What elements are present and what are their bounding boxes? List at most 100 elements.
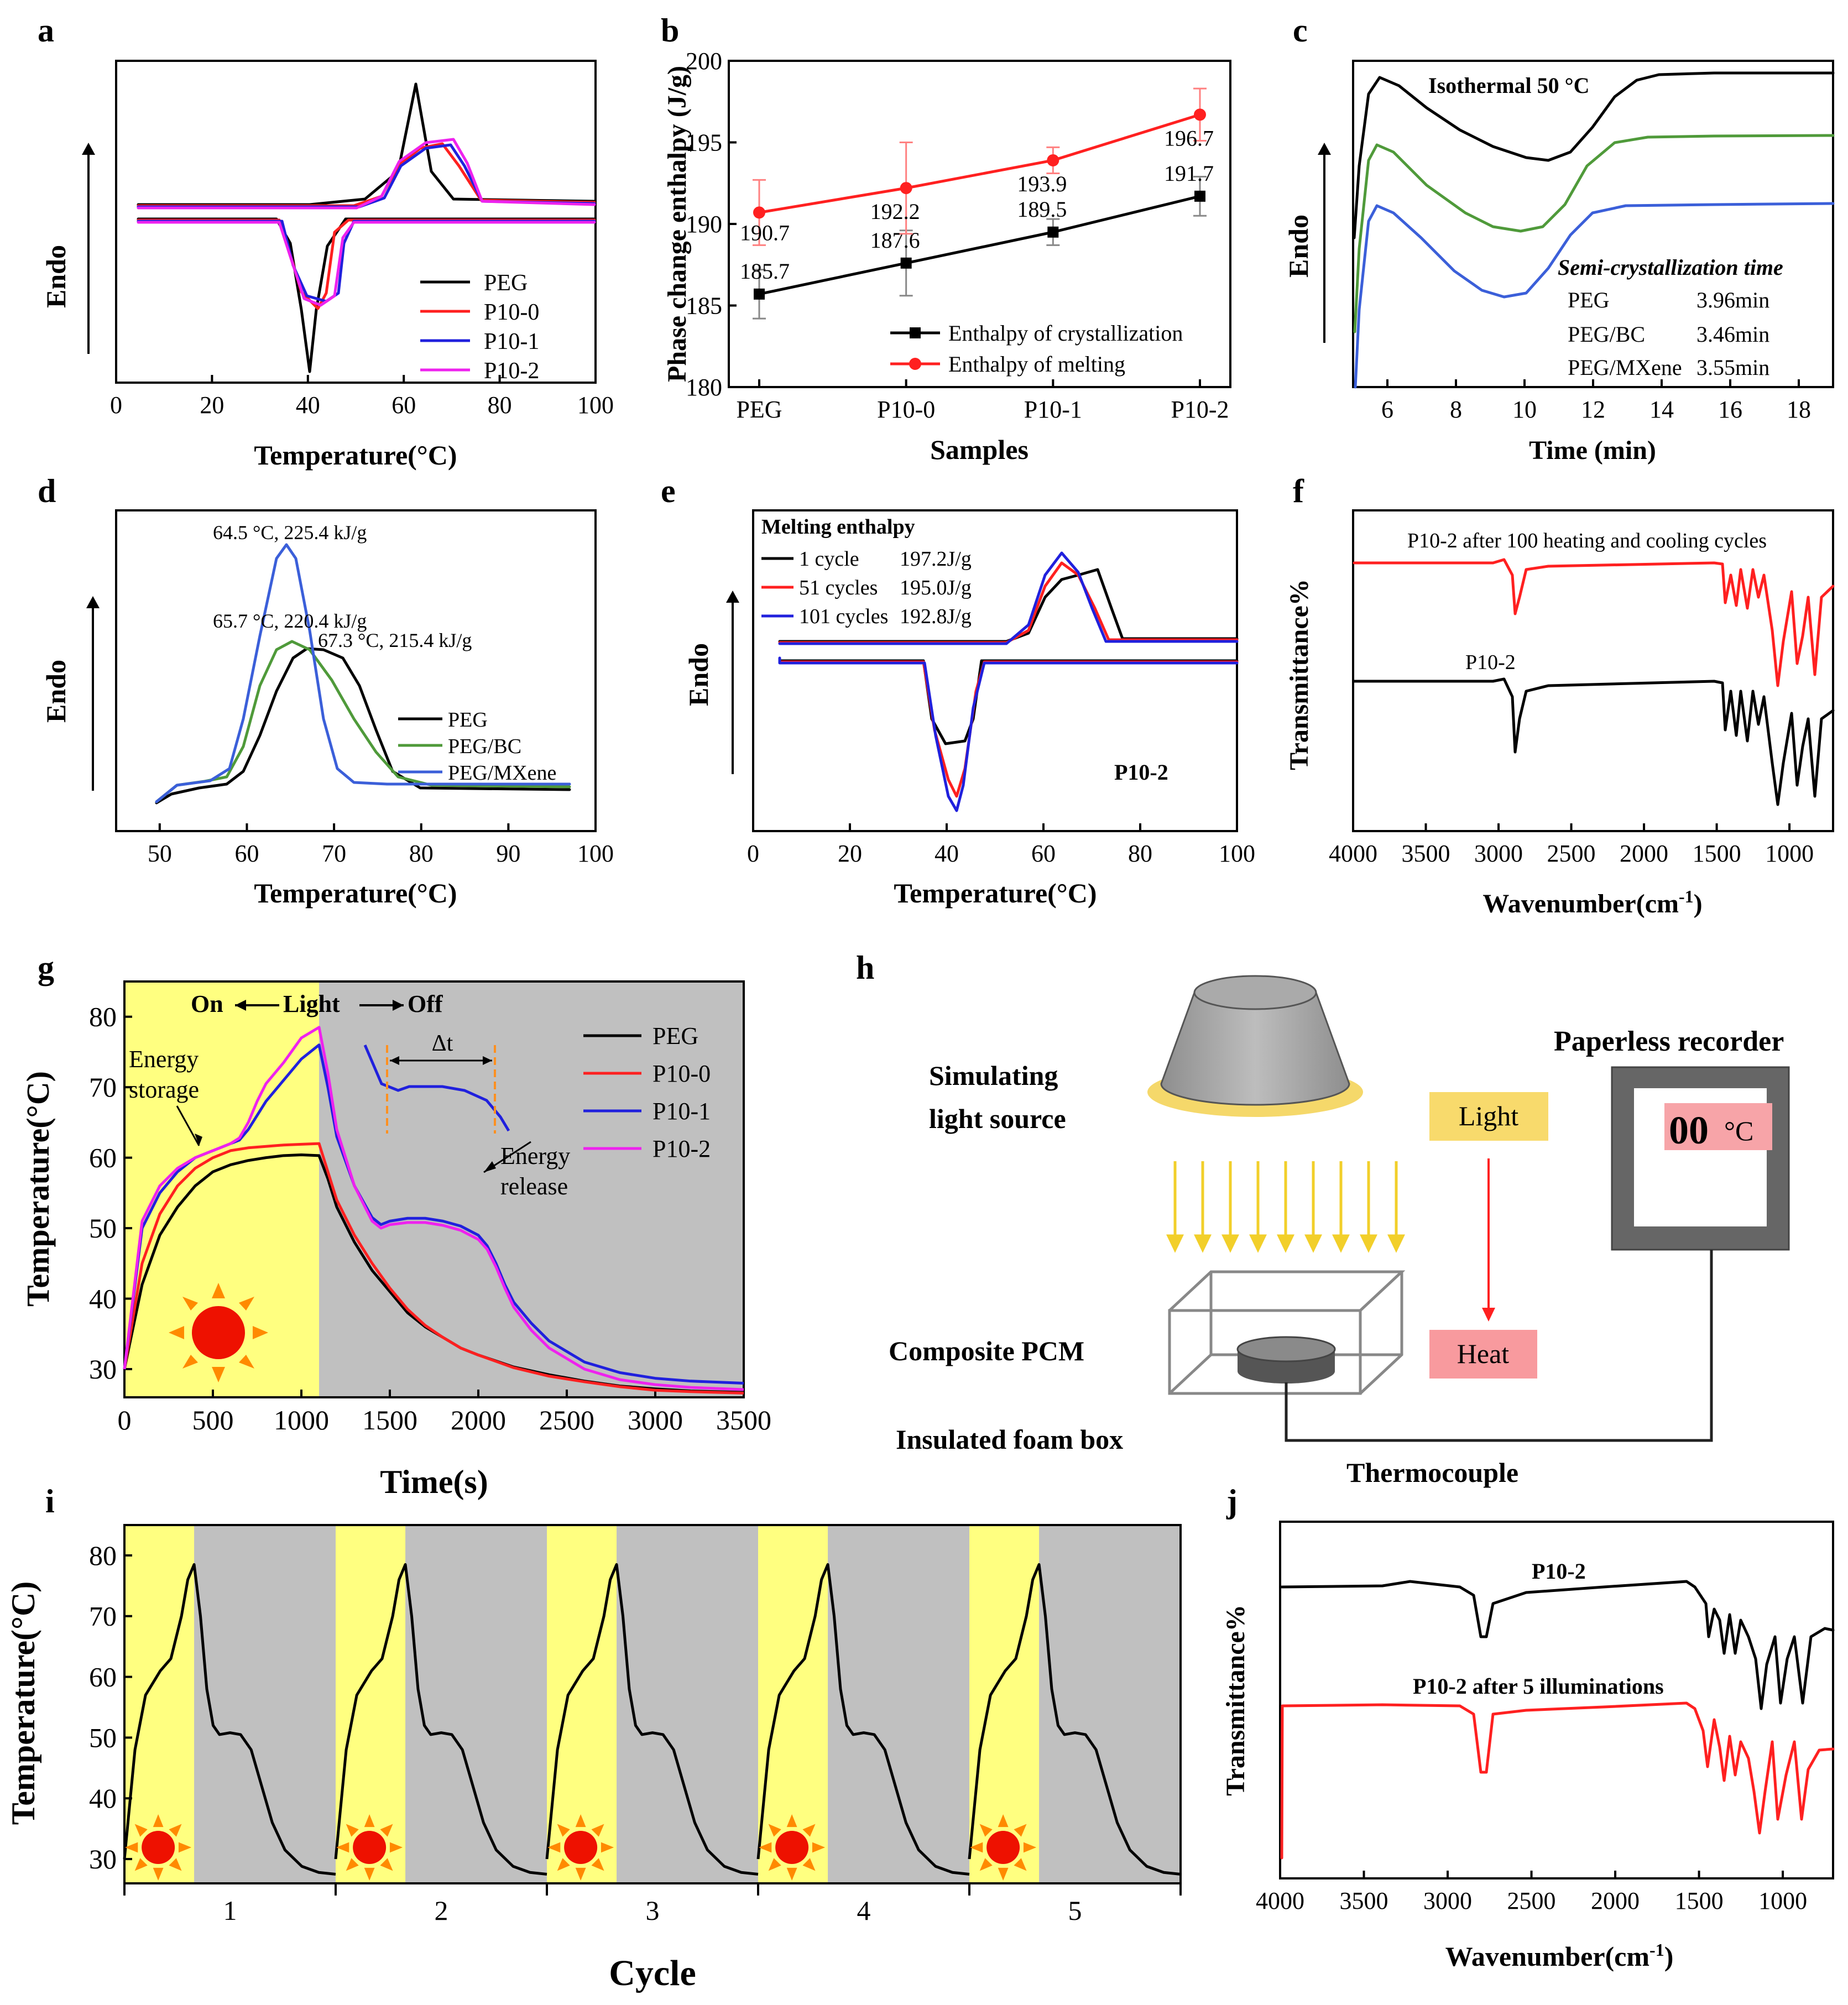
light-on-region (758, 1525, 828, 1883)
x-axis-label-i: Cycle (609, 1953, 696, 1993)
x-axis-i-tick-label: 1 (223, 1895, 237, 1926)
y-axis-i-tick-label: 30 (89, 1844, 117, 1875)
y-axis-g-tick-label: 60 (89, 1142, 117, 1173)
x-ticks-c: 6 8 10 12 14 16 18 (1381, 379, 1811, 423)
x-axis-label-d: Temperature(°C) (254, 878, 457, 908)
x-axis-d-tick-label: 60 (234, 840, 259, 867)
legend-d: PEG PEG/BC PEG/MXene (398, 708, 556, 785)
x-axis-j-tick-label: 3000 (1423, 1887, 1472, 1914)
data-label-b: 185.7 (740, 259, 790, 284)
series-f-after (1353, 558, 1835, 687)
plot-frame-e (752, 509, 1238, 832)
y-axis-b-tick-label: 190 (686, 211, 722, 238)
sun-icon (169, 1283, 268, 1382)
panel-a: a 0 20 40 60 80 100 Endo Temperature(°C) PEG … (38, 12, 614, 471)
panel-label-b: b (661, 12, 679, 49)
inset-delta-g: Δt (432, 1031, 453, 1056)
x-ticks-d: 50 60 70 80 90 100 (148, 823, 614, 867)
sun-ray (364, 1814, 375, 1828)
light-source (1147, 975, 1363, 1117)
plot-frame-i (123, 1524, 1182, 1884)
series-i-cycle (334, 1563, 547, 1876)
x-axis-j-tick-label: 1000 (1758, 1887, 1807, 1914)
x-ticks-f: 4000 3500 3000 2500 2000 1500 1000 (1329, 823, 1814, 867)
header-on-g: On (191, 990, 223, 1017)
sun-ray (1014, 1824, 1027, 1837)
sun-ray (169, 1858, 182, 1871)
data-point-b (754, 288, 765, 300)
legend-label: PEG (448, 708, 488, 732)
sun-ray (380, 1824, 393, 1837)
sun-ray (346, 1824, 359, 1837)
legend-label: 101 cycles (799, 605, 888, 628)
x-ticks-a: 0 20 40 60 80 100 (110, 375, 614, 419)
sun-ray (998, 1814, 1009, 1828)
x-axis-a-tick-label: 40 (296, 391, 320, 419)
x-axis-label-c: Time (min) (1529, 436, 1656, 465)
sun-ray (786, 1814, 797, 1828)
x-axis-b-tick-label: P10-2 (1171, 396, 1229, 423)
series-c-pegbc (1353, 134, 1835, 333)
thermocouple-wire (1285, 1250, 1713, 1442)
sun-ray (591, 1858, 604, 1871)
sun-ray (970, 1842, 983, 1853)
x-axis-e-tick-label: 40 (935, 840, 959, 867)
sun-core (353, 1831, 387, 1864)
y-axis-label-e: Endo (683, 643, 714, 706)
legend-e: 1 cycle 197.2J/g 51 cycles 195.0J/g 101 … (761, 547, 972, 628)
series-b: 185.7 187.6 189.5 191.7 190.7 192.2 193.9 196.7 (740, 87, 1214, 320)
sun-ray (178, 1842, 192, 1853)
annotation-c: Isothermal 50 °C (1428, 73, 1590, 98)
data-label-b: 193.9 (1017, 171, 1067, 196)
sun-icon (970, 1814, 1037, 1881)
sun-ray (575, 1814, 586, 1828)
x-axis-d-tick-label: 50 (148, 840, 172, 867)
x-axis-label-b: Samples (930, 434, 1029, 465)
x-axis-e-tick-label: 100 (1219, 840, 1255, 867)
series-b-line-0 (759, 195, 1200, 296)
y-axis-b-tick-label: 195 (686, 129, 722, 156)
series-a-p10-2-cryst (137, 221, 596, 307)
panel-c: c 6 8 10 12 14 16 18 Endo Time (min) Isotherma… (1283, 12, 1835, 465)
panel-d: d 50 60 70 80 90 100 Endo Temperature(°C) 64.… (38, 473, 614, 908)
sun-core (775, 1831, 809, 1864)
y-axis-label-j: Transmittance% (1221, 1605, 1250, 1796)
y-axis-g-tick-label: 40 (89, 1283, 117, 1314)
light-on-region (547, 1525, 617, 1883)
legend-label: P10-1 (484, 329, 539, 354)
x-axis-g-tick-label: 3500 (716, 1404, 771, 1435)
x-axis-j-tick-label: 4000 (1256, 1887, 1304, 1914)
x-axis-b-tick-label: P10-1 (1024, 396, 1082, 423)
sun-ray (802, 1858, 816, 1871)
data-label-b: 190.7 (740, 220, 790, 245)
x-ticks-j: 4000 3500 3000 2500 2000 1500 1000 (1256, 1871, 1807, 1914)
axes-ticks-g: 30 40 50 60 70 80 0 500 1000 1500 2000 2500 3000 3500 (89, 1001, 771, 1435)
sun-ray (601, 1842, 614, 1853)
sun-icon (759, 1814, 826, 1881)
series-c-peg (1353, 71, 1835, 239)
light-on-region (336, 1525, 406, 1883)
data-label-b: 189.5 (1017, 197, 1067, 222)
legend-label: PEG/MXene (448, 761, 556, 785)
x-axis-c-tick-label: 6 (1381, 396, 1393, 423)
x-axis-d-tick-label: 90 (496, 840, 520, 867)
legend-label: 51 cycles (799, 576, 878, 599)
series-i-cycle (545, 1563, 759, 1876)
x-axis-j-tick-label: 2500 (1507, 1887, 1556, 1914)
legend-title-e: Melting enthalpy (761, 515, 915, 539)
sun-ray (389, 1842, 403, 1853)
x-axis-f-tick-label: 2500 (1547, 840, 1596, 867)
y-axis-b-tick-label: 200 (686, 48, 722, 75)
series-i-cycle (123, 1563, 336, 1876)
x-axis-f-tick-label: 3000 (1474, 840, 1523, 867)
y-axis-g-tick-label: 70 (89, 1072, 117, 1103)
x-axis-label-a: Temperature(°C) (254, 440, 457, 471)
series-e-51cycles-cryst (778, 660, 1239, 798)
legend-g: PEG P10-0 P10-1 P10-2 (583, 1022, 711, 1162)
heat-box-label: Heat (1457, 1338, 1509, 1369)
table-value-c: 3.46min (1696, 322, 1769, 347)
x-axis-g-tick-label: 1000 (274, 1404, 329, 1435)
data-point-b (900, 182, 912, 195)
peak-label-d: 67.3 °C, 215.4 kJ/g (318, 629, 472, 651)
x-axis-d-tick-label: 100 (577, 840, 614, 867)
